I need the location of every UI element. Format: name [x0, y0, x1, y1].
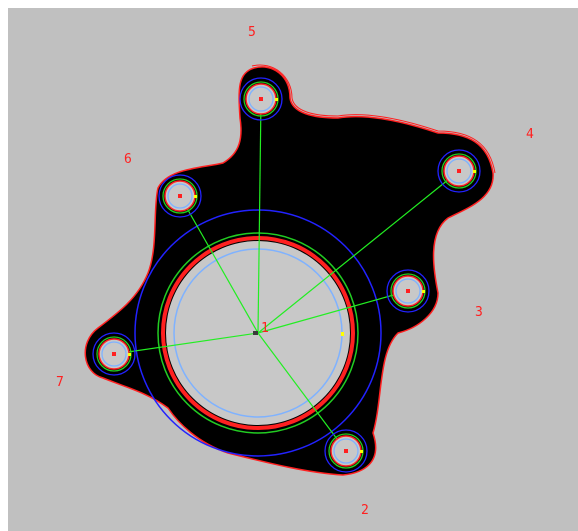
outer-blue-circle [134, 209, 382, 457]
hole-inner-circle [395, 278, 421, 304]
hole-center-marker [457, 169, 461, 173]
center-lines [113, 98, 460, 452]
hole-center-marker [259, 97, 263, 101]
hole-4[interactable] [437, 149, 481, 193]
hole-outer-circle [386, 269, 430, 313]
hole-inner-circle [101, 341, 127, 367]
hole-pattern [92, 77, 481, 473]
bore-red-ring [161, 236, 355, 430]
part-outline-dark [251, 64, 496, 174]
hole-inner-circle [167, 183, 193, 209]
hole-yellow-marker [360, 450, 363, 453]
hole-outer-circle [158, 174, 202, 218]
hole-outer-circle [324, 429, 368, 473]
hole-inner-circle [248, 86, 274, 112]
hole-label-6: 6 [124, 152, 132, 167]
center-point-marker [253, 331, 258, 335]
hole-label-2: 2 [361, 503, 369, 518]
hole-labels: 2 3 4 5 6 7 [56, 25, 534, 518]
hole-inner-circle [333, 438, 359, 464]
center-line-4 [257, 170, 460, 334]
hole-center-marker [406, 289, 410, 293]
center-line-3 [257, 290, 409, 334]
hole-7[interactable] [92, 332, 136, 376]
hole-yellow-marker [473, 170, 476, 173]
hole-yellow-marker [128, 353, 131, 356]
hole-inner-circle [446, 158, 472, 184]
center-line-2 [257, 332, 347, 452]
hole-label-4: 4 [526, 127, 534, 142]
hole-label-3: 3 [475, 305, 483, 320]
center-point-label: 1 [261, 321, 269, 336]
hole-label-5: 5 [248, 25, 256, 40]
hole-center-marker [112, 352, 116, 356]
hole-yellow-marker [194, 195, 197, 198]
hole-outer-circle [92, 332, 136, 376]
yellow-marker [341, 332, 344, 336]
hole-yellow-marker [275, 98, 278, 101]
center-point[interactable]: 1 [253, 321, 269, 336]
center-line-6 [179, 195, 259, 334]
center-line-7 [113, 332, 259, 355]
hole-yellow-marker [422, 290, 425, 293]
center-line-5 [257, 98, 262, 334]
bore-green-circle [157, 232, 359, 434]
hole-center-marker [344, 449, 348, 453]
hole-outer-circle [239, 77, 283, 121]
hole-center-marker [178, 194, 182, 198]
hole-2[interactable] [324, 429, 368, 473]
drawing-canvas[interactable]: 1 2 3 4 5 6 7 [8, 8, 578, 531]
cad-viewport[interactable]: 1 2 3 4 5 6 7 [8, 8, 578, 531]
hole-label-7: 7 [56, 375, 64, 390]
hole-6[interactable] [158, 174, 202, 218]
hole-5[interactable] [239, 77, 283, 121]
hole-outer-circle [437, 149, 481, 193]
hole-3[interactable] [386, 269, 430, 313]
